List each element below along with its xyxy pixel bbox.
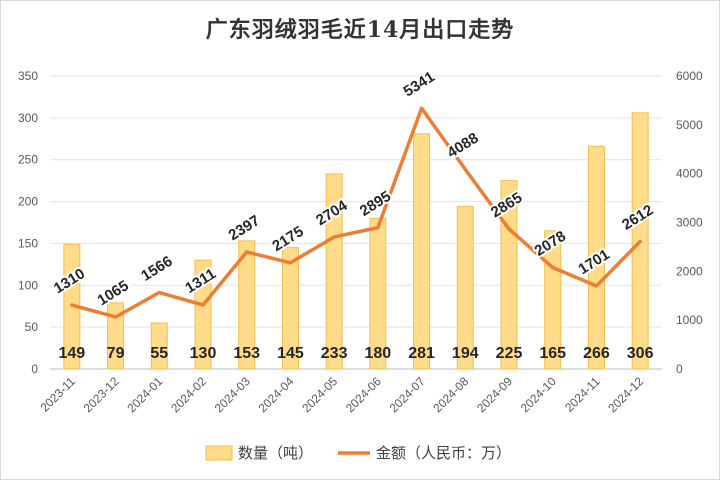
bar-value-label: 180: [365, 345, 392, 362]
x-tick-label: 2024-09: [474, 374, 515, 415]
bar: [150, 322, 168, 370]
x-tick-label: 2024-03: [212, 374, 253, 415]
x-axis-ticks: 2023-11 2023-12 2024-01 2024-02 2024-03 2024-…: [38, 374, 647, 415]
x-tick-label: 2024-10: [518, 374, 559, 415]
bar-value-label: 266: [583, 345, 610, 362]
right-tick-label: 0: [676, 362, 683, 376]
legend-swatch-bar: [205, 445, 233, 461]
left-axis-ticks: 0 50 100 150 200 250 300 350: [18, 69, 38, 376]
line-value-label: 5341: [401, 68, 438, 100]
bar-value-label: 306: [627, 345, 654, 362]
right-tick-label: 3000: [676, 216, 703, 230]
bar-value-label: 149: [59, 345, 86, 362]
bar: [107, 302, 125, 370]
line-path: [70, 106, 642, 319]
bar-series: [63, 112, 649, 370]
bar-value-label: 79: [107, 345, 125, 362]
x-tick-label: 2024-01: [124, 374, 165, 415]
right-axis-ticks: 0 1000 2000 3000 4000 5000 6000: [676, 69, 703, 376]
bar-value-label: 225: [496, 345, 523, 362]
x-tick-label: 2024-02: [168, 374, 209, 415]
gridlines: [50, 75, 662, 370]
bar: [500, 180, 518, 370]
legend-label-line: 金额（人民币：万）: [376, 445, 511, 462]
right-tick-label: 1000: [676, 313, 703, 327]
x-tick-label: 2024-08: [430, 374, 471, 415]
left-tick-label: 100: [18, 278, 38, 292]
x-tick-label: 2024-11: [562, 374, 603, 415]
bar-value-label: 194: [452, 345, 479, 362]
bar-value-label: 153: [233, 345, 260, 362]
left-tick-label: 200: [18, 195, 38, 209]
bar-value-label: 165: [539, 345, 566, 362]
x-tick-label: 2024-05: [299, 374, 340, 415]
x-tick-label: 2024-07: [387, 374, 428, 415]
x-tick-label: 2023-11: [38, 374, 79, 415]
left-tick-label: 50: [25, 320, 39, 334]
bar: [413, 133, 431, 370]
bar-data-labels: 149 79 55 130 153 145 233 180 281 194 225 165 266 306: [59, 345, 654, 362]
bar-value-label: 55: [150, 345, 168, 362]
right-tick-label: 6000: [676, 69, 703, 83]
chart-title: 广东羽绒羽毛近14月出口走势: [205, 17, 515, 43]
line-series: [70, 106, 642, 319]
right-tick-label: 4000: [676, 167, 703, 181]
x-tick-label: 2024-06: [343, 374, 384, 415]
line-value-label: 1566: [138, 253, 175, 285]
left-tick-label: 150: [18, 236, 38, 250]
right-tick-label: 5000: [676, 118, 703, 132]
bar: [194, 259, 212, 370]
bar-value-label: 233: [321, 345, 348, 362]
bar-value-label: 130: [190, 345, 217, 362]
left-tick-label: 300: [18, 111, 38, 125]
right-tick-label: 2000: [676, 264, 703, 278]
left-tick-label: 250: [18, 153, 38, 167]
bar: [587, 145, 605, 370]
x-tick-label: 2024-04: [256, 374, 297, 415]
bar: [325, 173, 343, 370]
left-tick-label: 350: [18, 69, 38, 83]
x-tick-label: 2023-12: [81, 374, 122, 415]
bar: [456, 206, 474, 370]
x-tick-label: 2024-12: [605, 374, 646, 415]
bar: [281, 247, 299, 370]
bar: [238, 240, 256, 370]
line-value-label: 2397: [226, 212, 263, 244]
bar: [369, 217, 387, 370]
left-tick-label: 0: [31, 362, 38, 376]
legend: 数量（吨） 金额（人民币：万）: [205, 445, 511, 462]
line-value-label: 2895: [357, 188, 394, 220]
legend-label-bar: 数量（吨）: [238, 445, 313, 462]
bar-value-label: 281: [408, 345, 435, 362]
bar-value-label: 145: [277, 345, 304, 362]
line-value-label: 4088: [444, 130, 481, 162]
